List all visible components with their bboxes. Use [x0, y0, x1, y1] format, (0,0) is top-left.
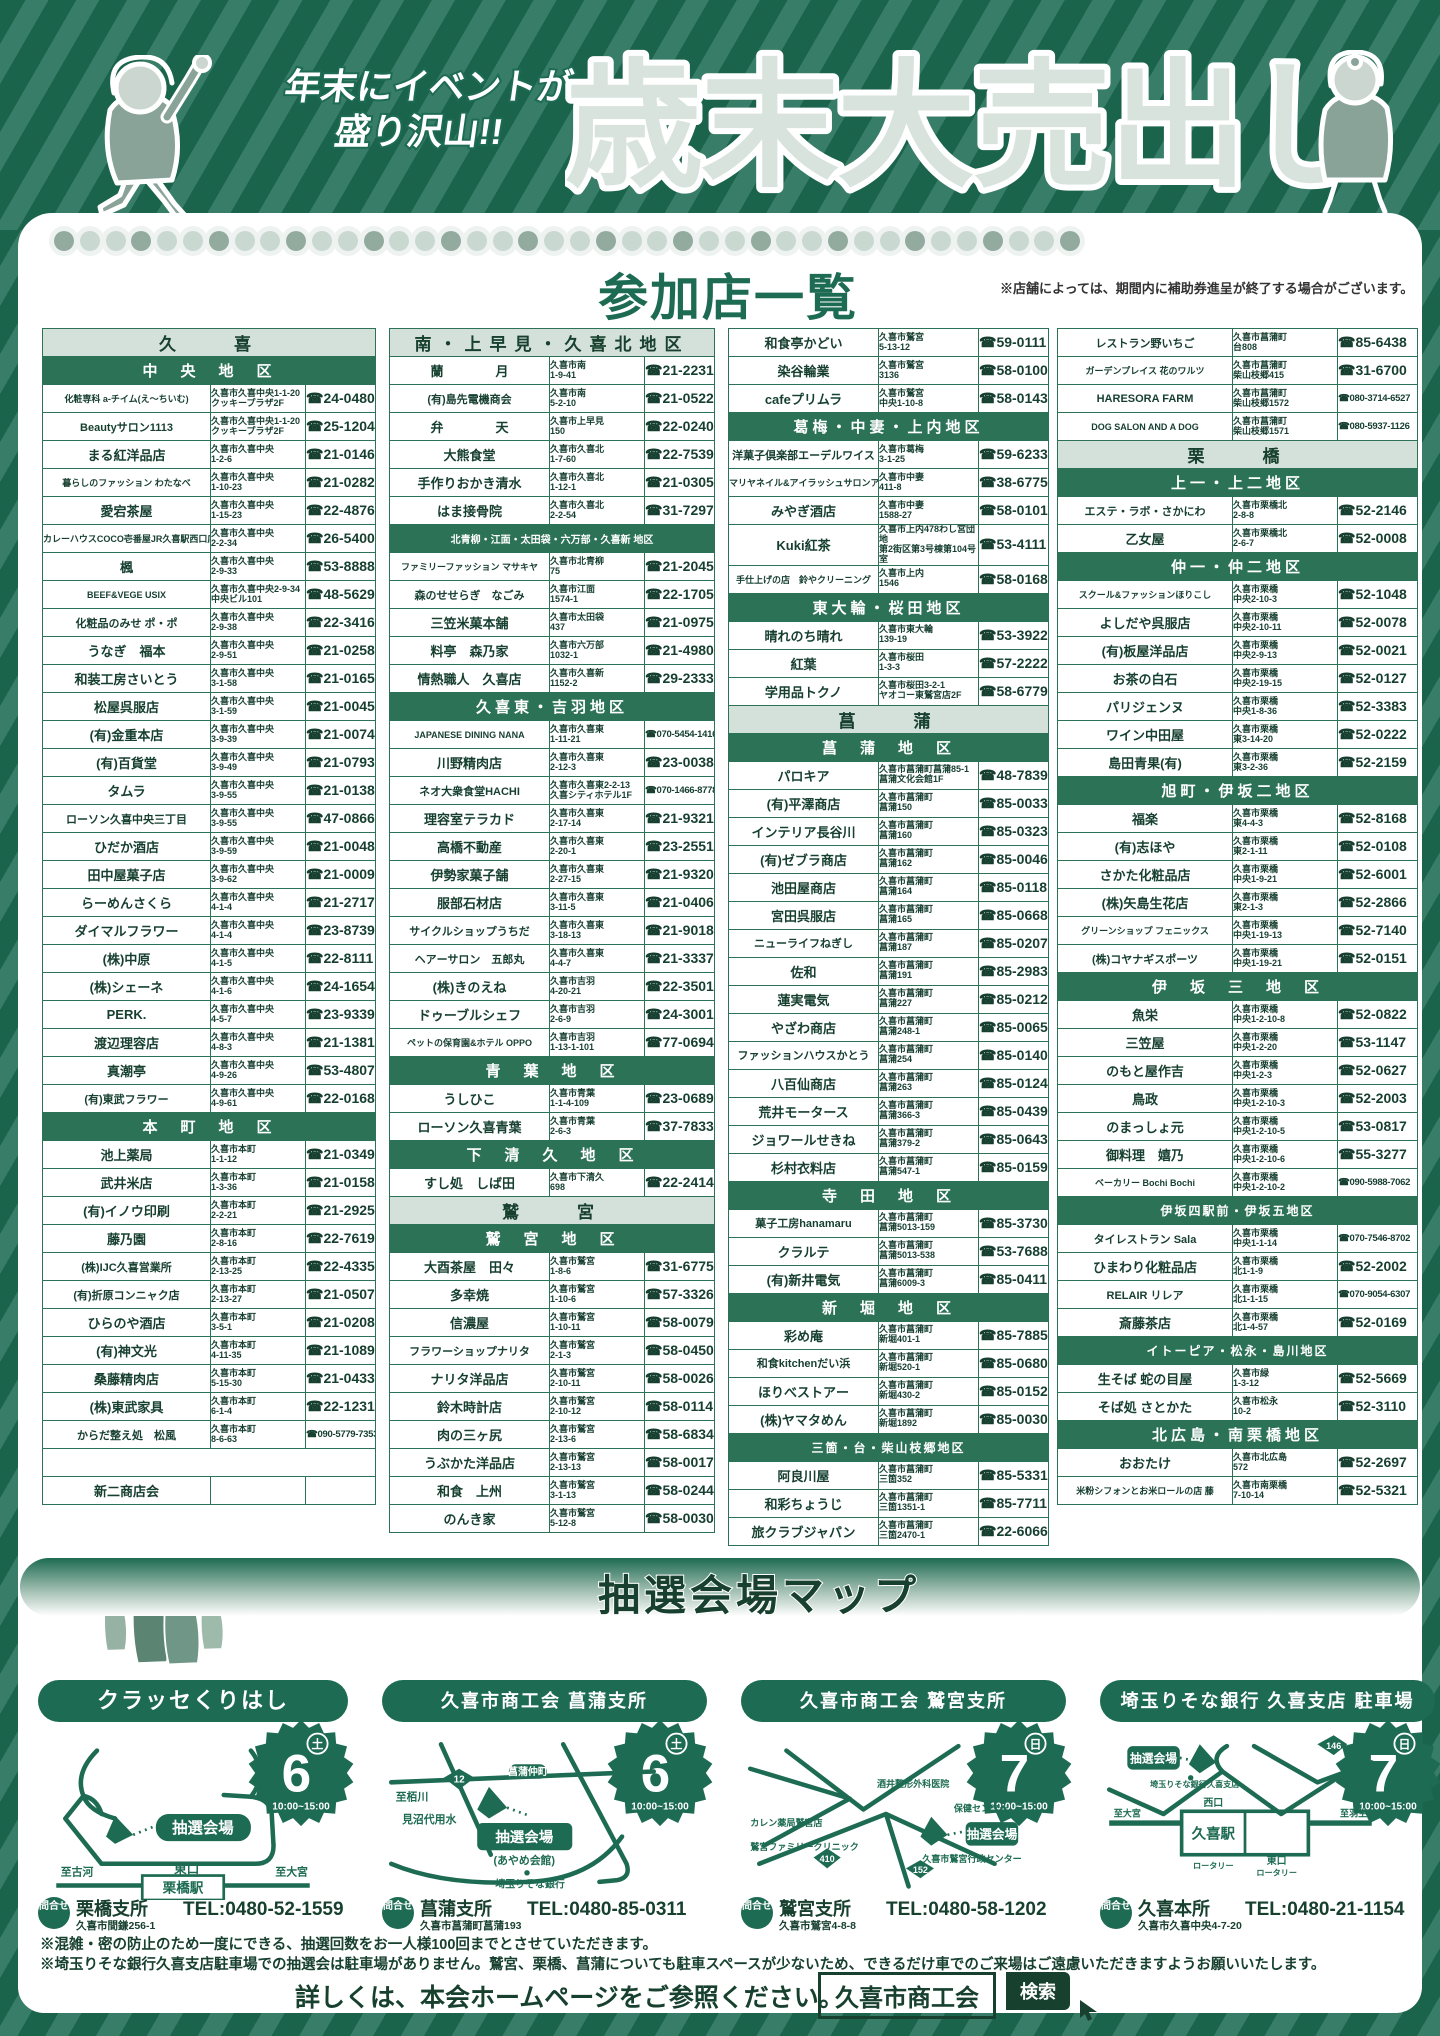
svg-text:抽選会場: 抽選会場: [172, 1818, 234, 1837]
svg-text:見沼代用水: 見沼代用水: [401, 1812, 456, 1826]
svg-text:東口: 東口: [174, 1861, 199, 1876]
svg-text:埼玉りそな銀行: 埼玉りそな銀行: [495, 1877, 565, 1890]
svg-text:栗橋駅: 栗橋駅: [163, 1880, 204, 1896]
svg-text:抽選会場: 抽選会場: [967, 1826, 1018, 1841]
svg-text:歳末大売出し: 歳末大売出し: [565, 50, 1335, 204]
svg-text:久喜市鷲宮行政センター: 久喜市鷲宮行政センター: [922, 1853, 1022, 1864]
svg-text:至古河: 至古河: [61, 1865, 94, 1879]
svg-text:抽選会場: 抽選会場: [495, 1828, 553, 1846]
svg-text:至羽生: 至羽生: [1340, 1808, 1367, 1819]
svg-text:抽選会場: 抽選会場: [1130, 1751, 1177, 1765]
svg-text:酒井整形外科医院: 酒井整形外科医院: [877, 1778, 949, 1789]
svg-text:日: 日: [1399, 1737, 1411, 1751]
svg-text:至大宮: 至大宮: [275, 1865, 308, 1879]
svg-text:12: 12: [454, 1774, 466, 1785]
svg-text:西口: 西口: [1203, 1797, 1223, 1809]
svg-text:カレン薬局鷲宮店: カレン薬局鷲宮店: [750, 1817, 822, 1828]
svg-text:146: 146: [1326, 1741, 1341, 1751]
svg-text:至大宮: 至大宮: [1114, 1808, 1141, 1819]
svg-text:菖蒲仲町: 菖蒲仲町: [508, 1765, 548, 1778]
svg-text:埼玉りそな銀行久喜支店: 埼玉りそな銀行久喜支店: [1150, 1779, 1239, 1789]
svg-text:152: 152: [913, 1865, 928, 1875]
svg-text:東口: 東口: [1267, 1854, 1287, 1867]
svg-text:保健センター: 保健センター: [953, 1802, 1008, 1813]
svg-text:鷲宮ファミリークリニック: 鷲宮ファミリークリニック: [750, 1841, 859, 1852]
svg-text:ロータリー: ロータリー: [1193, 1860, 1234, 1870]
svg-text:ロータリー: ロータリー: [1256, 1868, 1297, 1878]
svg-text:久喜駅: 久喜駅: [1192, 1824, 1236, 1842]
svg-text:410: 410: [820, 1854, 835, 1864]
svg-text:(あやめ会館): (あやめ会館): [494, 1853, 556, 1867]
svg-text:至栢川: 至栢川: [396, 1789, 429, 1803]
